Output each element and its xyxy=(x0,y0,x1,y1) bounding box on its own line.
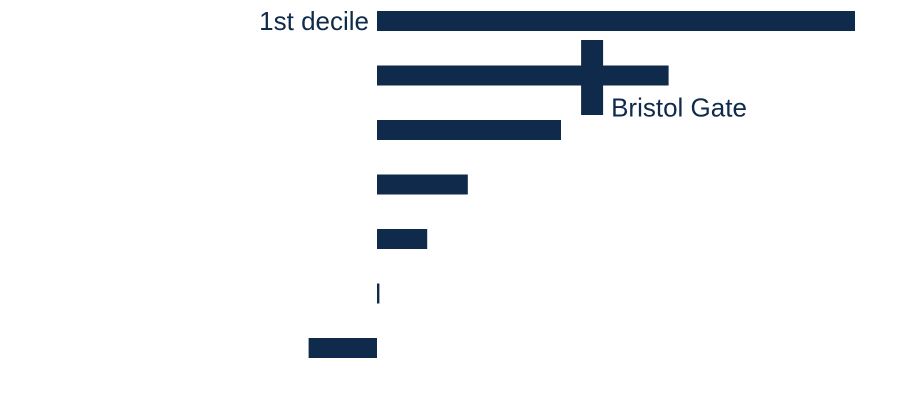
category-label-0: 1st decile xyxy=(259,6,369,36)
bar-6 xyxy=(308,338,377,358)
bar-0 xyxy=(377,11,855,31)
bar-1 xyxy=(377,65,669,86)
bar-4 xyxy=(377,229,428,249)
bar-3 xyxy=(377,174,468,195)
annotation-marker-0 xyxy=(581,40,604,115)
bar-5 xyxy=(377,283,380,304)
annotation-label-0: Bristol Gate xyxy=(611,93,747,123)
bar-2 xyxy=(377,120,561,140)
